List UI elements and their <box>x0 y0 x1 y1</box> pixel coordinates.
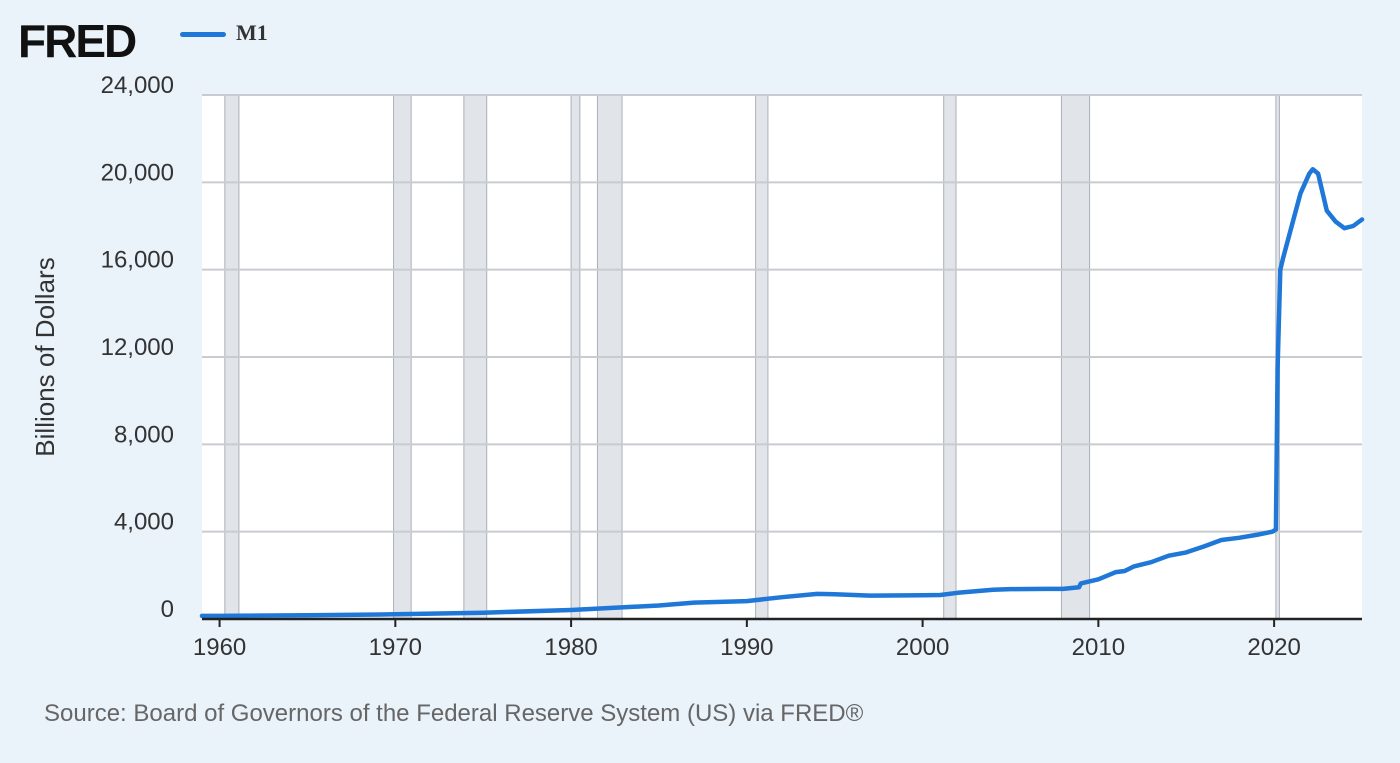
fred-logo: FRED <box>18 15 137 67</box>
m1-line-chart: 1960 1970 1980 1990 2000 2010 2020 0 4,000 8,000… <box>30 72 1365 661</box>
y-tick-label-0: 0 <box>161 596 174 623</box>
chart-header: FRED M1 <box>0 0 1400 80</box>
source-note: Source: Board of Governors of the Federa… <box>44 700 864 727</box>
y-tick-label-12000: 12,000 <box>101 334 174 361</box>
x-tick-label-2020: 2020 <box>1247 634 1300 661</box>
y-axis-ticks: 0 4,000 8,000 12,000 16,000 20,000 24,000 <box>101 72 174 623</box>
x-tick-label-2010: 2010 <box>1072 634 1125 661</box>
y-tick-label-16000: 16,000 <box>101 247 174 274</box>
x-tick-label-1990: 1990 <box>720 634 773 661</box>
x-tick-label-2000: 2000 <box>896 634 949 661</box>
y-tick-label-24000: 24,000 <box>101 72 174 99</box>
x-tick-label-1960: 1960 <box>193 634 246 661</box>
legend-label-m1: M1 <box>236 20 268 45</box>
y-tick-label-8000: 8,000 <box>114 421 174 448</box>
x-tick-label-1970: 1970 <box>369 634 422 661</box>
series-line-m1 <box>199 166 1365 619</box>
legend-swatch-m1 <box>180 32 226 37</box>
y-tick-label-4000: 4,000 <box>114 509 174 536</box>
x-tick-label-1980: 1980 <box>544 634 597 661</box>
y-tick-label-20000: 20,000 <box>101 159 174 186</box>
x-axis-ticks: 1960 1970 1980 1990 2000 2010 2020 <box>193 619 1301 661</box>
gridlines <box>202 94 1362 533</box>
y-axis-title: Billions of Dollars <box>30 257 60 456</box>
